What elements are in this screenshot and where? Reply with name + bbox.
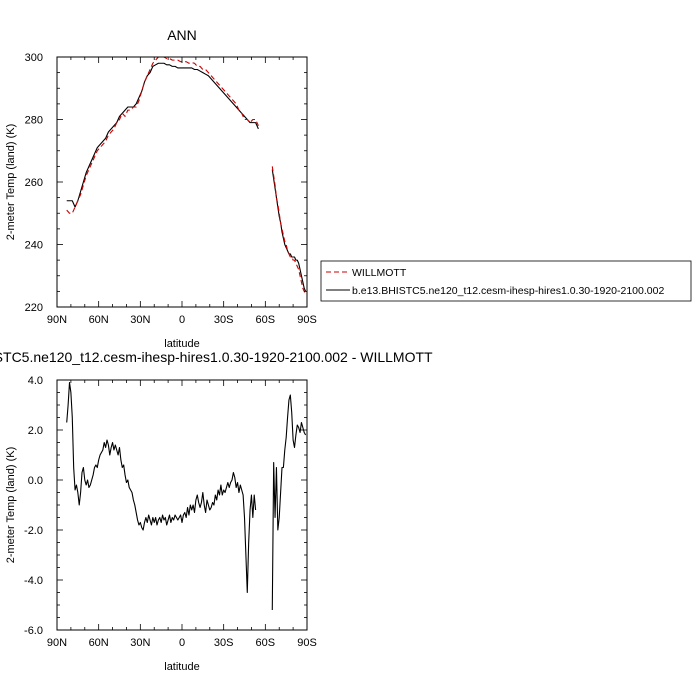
series-line-willmott [271, 166, 307, 295]
chart-title: ANN [167, 27, 197, 43]
x-tick-label: 30N [130, 637, 150, 649]
y-tick-label: -6.0 [24, 625, 43, 637]
y-tick-label: 300 [25, 52, 43, 64]
y-tick-label: 4.0 [28, 375, 43, 387]
tick-group: 90N 60N 30N 0 30S 60S 90S 220 240 260 280 300 [25, 52, 317, 326]
y-tick-label: 240 [25, 240, 43, 252]
chart-title: b.e13.BHISTC5.ne120_t12.cesm-ihesp-hires… [0, 349, 433, 365]
x-tick-label: 60N [89, 314, 109, 326]
series-group [66, 56, 307, 295]
x-tick-label: 60N [89, 637, 109, 649]
legend-entry-willmott: WILLMOTT [352, 267, 407, 279]
x-tick-label: 30N [130, 314, 150, 326]
legend-entry-model: b.e13.BHISTC5.ne120_t12.cesm-ihesp-hires… [352, 285, 664, 297]
legend: WILLMOTT b.e13.BHISTC5.ne120_t12.cesm-ih… [320, 260, 692, 302]
tick-group: 90N 60N 30N 0 30S 60S 90S -6.0 -4.0 -2.0 0.0 2.0 4.0 [24, 375, 317, 649]
y-tick-label: -4.0 [24, 575, 43, 587]
y-tick-label: 260 [25, 177, 43, 189]
series-line-difference [271, 394, 307, 611]
y-tick-label: 0.0 [28, 475, 43, 487]
plot-frame [56, 379, 308, 631]
y-axis-label: 2-meter Temp (land) (K) [5, 447, 17, 564]
legend-box [320, 260, 692, 302]
x-tick-label: 30S [214, 314, 234, 326]
x-tick-label: 90N [47, 314, 67, 326]
y-tick-label: 280 [25, 115, 43, 127]
x-tick-label: 60S [256, 637, 276, 649]
x-axis-label: latitude [164, 661, 199, 673]
x-tick-label: 0 [179, 314, 185, 326]
x-tick-label: 90N [47, 637, 67, 649]
series-line-willmott [66, 56, 259, 214]
difference-panel: b.e13.BHISTC5.ne120_t12.cesm-ihesp-hires… [0, 349, 433, 673]
series-line-difference [66, 381, 257, 594]
temperature-panel: ANN 90N 60N 30N 0 30S 60S 90S 220 240 260 280 300 l… [5, 27, 692, 350]
plot-frame [56, 56, 308, 308]
x-tick-label: 60S [256, 314, 276, 326]
y-tick-label: 220 [25, 302, 43, 314]
x-tick-label: 0 [179, 637, 185, 649]
y-tick-label: -2.0 [24, 525, 43, 537]
series-line-model [271, 169, 307, 292]
y-tick-label: 2.0 [28, 425, 43, 437]
x-axis-label: latitude [164, 338, 199, 350]
series-group [66, 381, 307, 611]
x-tick-label: 90S [297, 637, 317, 649]
x-tick-label: 90S [297, 314, 317, 326]
series-line-model [66, 62, 259, 208]
y-axis-label: 2-meter Temp (land) (K) [5, 124, 17, 241]
x-tick-label: 30S [214, 637, 234, 649]
